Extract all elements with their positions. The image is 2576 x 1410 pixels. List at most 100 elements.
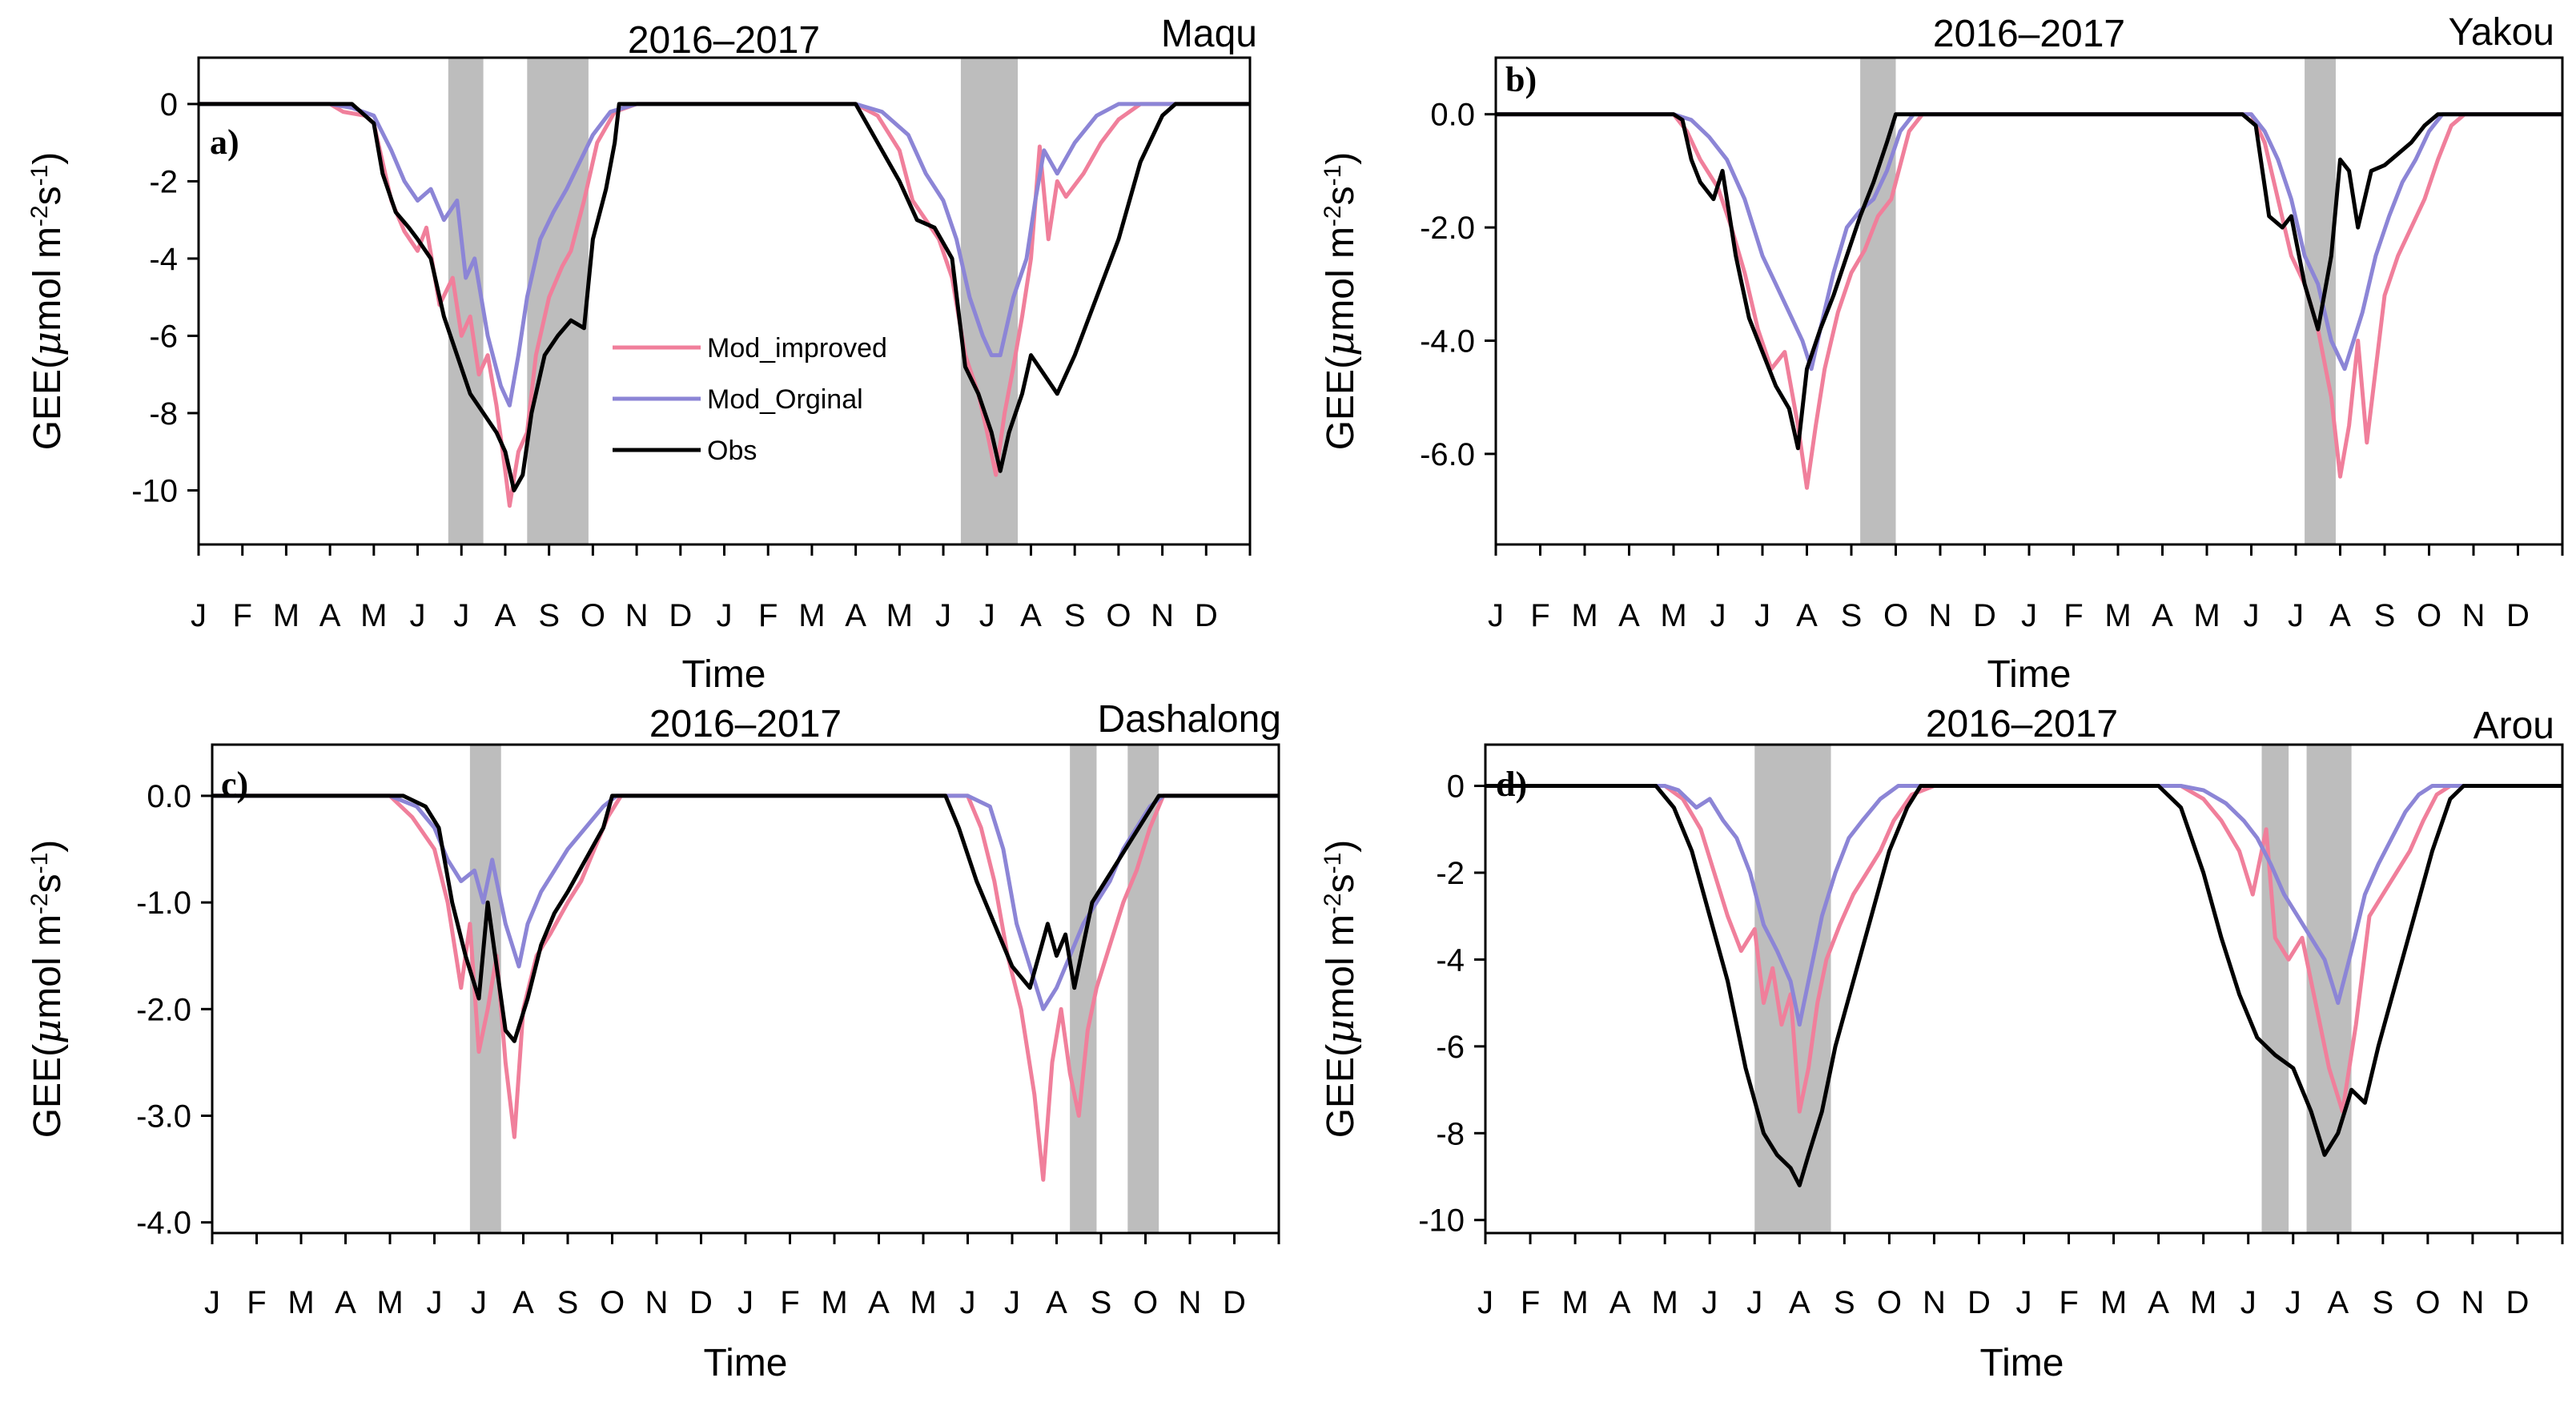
legend-label: Mod_improved [707, 333, 887, 364]
series-line-mod-improved [212, 793, 1279, 1182]
x-tick-label: F [2059, 1285, 2078, 1320]
series-line-obs [1496, 112, 2562, 451]
plot-frame [211, 743, 1280, 1235]
x-tick-label: N [2462, 598, 2486, 633]
y-tick-label: 0.0 [1430, 98, 1475, 133]
x-tick-label: M [1571, 598, 1597, 633]
y-tick-label: -4.0 [1420, 323, 1475, 359]
x-tick-label: N [645, 1285, 669, 1320]
x-tick-label: J [979, 598, 995, 633]
x-tick-label: N [1151, 598, 1174, 633]
x-tick-label: A [495, 598, 516, 633]
x-tick-label: J [427, 1285, 443, 1320]
x-tick-label: J [717, 598, 733, 633]
y-axis-title-part: ) [1320, 840, 1362, 853]
x-tick-label: A [2148, 1285, 2169, 1320]
x-tick-label: D [2506, 1285, 2530, 1320]
x-tick-label: A [1796, 598, 1818, 633]
x-tick-label: A [1789, 1285, 1810, 1320]
x-tick-label: A [512, 1285, 534, 1320]
y-tick-label: -2.0 [136, 992, 191, 1027]
x-tick-label: D [689, 1285, 713, 1320]
x-tick-label: O [1877, 1285, 1902, 1320]
x-tick-label: S [2374, 598, 2396, 633]
series-line-mod-improved [1485, 784, 2562, 1114]
x-tick-label: A [1046, 1285, 1067, 1320]
x-tick-label: J [2288, 598, 2304, 633]
y-axis-title-part: mol m [26, 227, 69, 331]
x-tick-label: A [1618, 598, 1640, 633]
panel-letter: d) [1496, 765, 1527, 804]
x-tick-label: F [247, 1285, 266, 1320]
x-tick-label: J [1702, 1285, 1718, 1320]
x-tick-label: J [2244, 598, 2260, 633]
x-tick-label: J [410, 598, 426, 633]
y-axis-title: GEE(μmol m-2s-1) [1318, 840, 1363, 1139]
y-tick-label: -2 [149, 164, 178, 199]
series-line-mod-orginal [212, 793, 1279, 1011]
x-tick-label: O [600, 1285, 625, 1320]
x-axis-title: Time [1980, 1342, 2064, 1384]
y-axis-title-part: -2 [1320, 893, 1346, 914]
x-tick-label: M [821, 1285, 847, 1320]
site-label: Dashalong [1098, 698, 1282, 741]
x-tick-label: S [1841, 598, 1863, 633]
y-axis-title-part: s [1320, 186, 1362, 205]
site-label: Arou [2474, 705, 2554, 747]
series-line-obs [1485, 784, 2562, 1187]
x-tick-label: J [471, 1285, 487, 1320]
y-tick-label: -1.0 [136, 886, 191, 921]
site-label: Maqu [1161, 13, 1257, 55]
panel-letter: c) [221, 765, 248, 804]
panel-letter: a) [210, 123, 239, 162]
x-tick-label: O [2415, 1285, 2440, 1320]
y-tick-label: -10 [1418, 1203, 1465, 1239]
y-axis-title-part: μ [25, 331, 70, 356]
x-axis-title: Time [704, 1342, 788, 1384]
x-tick-label: M [1660, 598, 1686, 633]
x-tick-label: D [1223, 1285, 1246, 1320]
x-axis-title: Time [1987, 653, 2072, 696]
chart-title: 2016–2017 [649, 703, 842, 745]
chart-title: 2016–2017 [1933, 13, 2125, 55]
y-axis-title-part: -1 [26, 165, 53, 187]
x-tick-label: A [2329, 598, 2351, 633]
series-line-mod-orginal [1485, 784, 2562, 1027]
x-tick-label: N [2461, 1285, 2484, 1320]
y-axis-title: GEE(μmol m-2s-1) [1318, 152, 1363, 451]
y-tick-label: -6.0 [1420, 437, 1475, 472]
y-axis-title-part: -1 [26, 853, 53, 874]
x-tick-label: D [669, 598, 692, 633]
x-tick-label: F [232, 598, 251, 633]
y-axis-title-part: μ [1318, 1019, 1363, 1044]
y-tick-label: -6 [1436, 1030, 1465, 1065]
y-tick-label: -8 [149, 396, 178, 432]
x-tick-label: S [538, 598, 560, 633]
shaded-period [2261, 745, 2289, 1233]
x-tick-label: A [868, 1285, 890, 1320]
x-tick-label: A [2152, 598, 2173, 633]
x-tick-label: S [1064, 598, 1086, 633]
shaded-period [448, 58, 484, 544]
x-tick-label: M [2104, 598, 2131, 633]
x-tick-label: A [319, 598, 341, 633]
x-tick-label: N [625, 598, 649, 633]
y-tick-label: 0 [1447, 769, 1465, 805]
shaded-period [527, 58, 589, 544]
shaded-period [1127, 745, 1159, 1233]
site-label: Yakou [2448, 11, 2554, 54]
plot-frame [197, 56, 1252, 546]
x-tick-label: A [2327, 1285, 2349, 1320]
panel-letter: b) [1505, 60, 1537, 99]
chart-panel-arou: 0-2-4-6-8-10J F M A M J J A S O N D J F M A M J J A S O N D2016… [1318, 703, 2564, 1384]
x-tick-label: M [376, 1285, 403, 1320]
y-tick-label: -10 [131, 473, 178, 508]
y-tick-label: -6 [149, 319, 178, 354]
x-tick-label: F [2064, 598, 2083, 633]
x-tick-label: M [273, 598, 299, 633]
y-axis-title-part: GEE( [1320, 356, 1362, 450]
x-tick-label: M [2100, 1285, 2127, 1320]
x-tick-label: J [1754, 598, 1770, 633]
x-tick-label: S [1091, 1285, 1112, 1320]
